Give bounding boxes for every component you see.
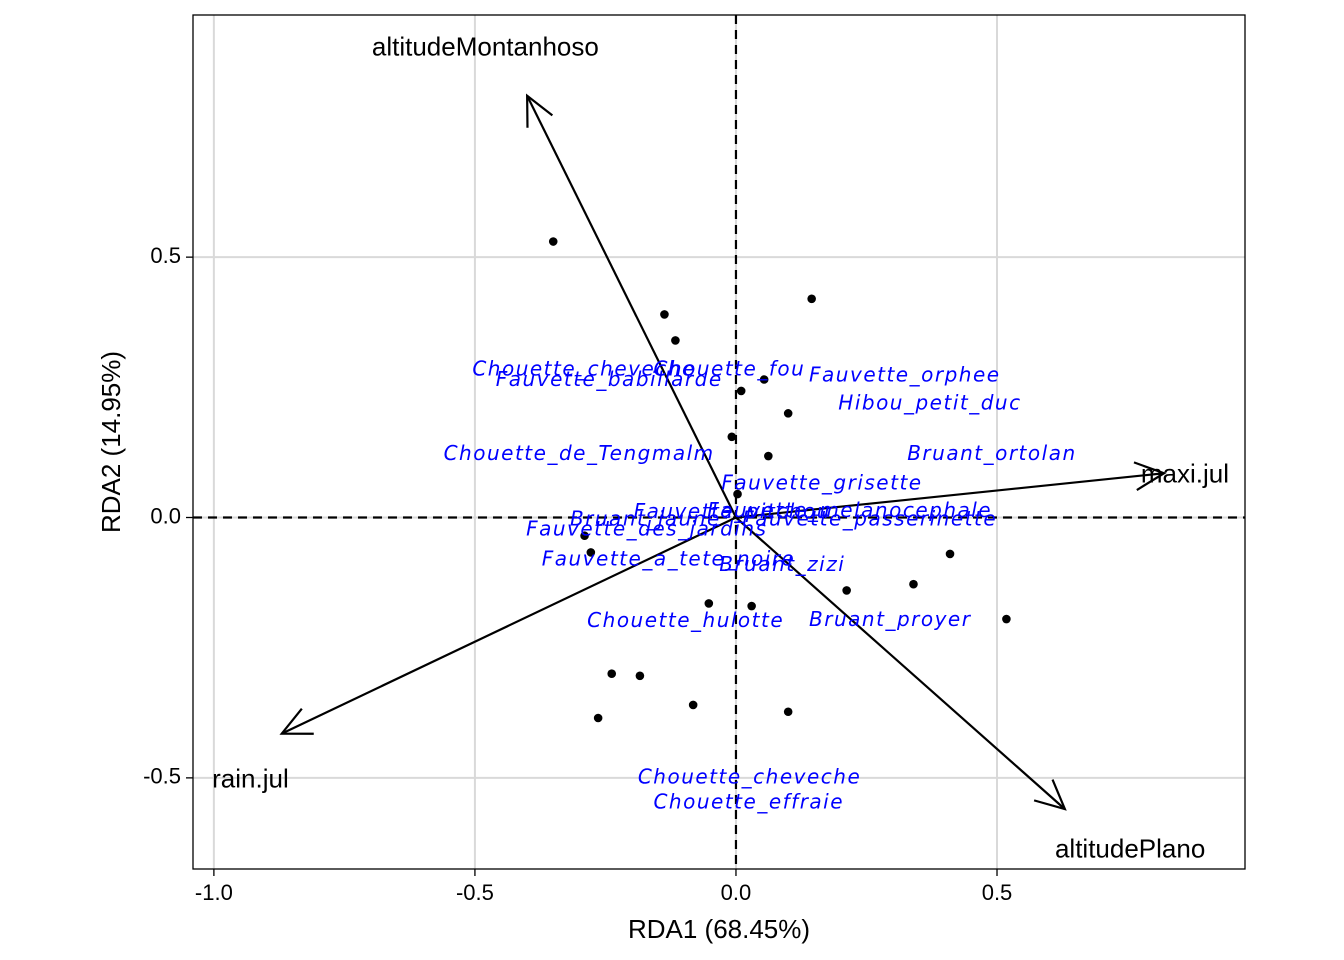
- species-label: Bruant_ortolan: [907, 441, 1076, 465]
- species-label: Fauvette_babillarde: [496, 367, 723, 391]
- species-label: Chouette_fou: [653, 357, 805, 381]
- species-label: Bruant_zizi: [719, 552, 845, 576]
- site-point: [607, 669, 617, 679]
- panel-background: [193, 15, 1245, 869]
- site-point: [1002, 614, 1011, 624]
- site-point: [548, 237, 558, 246]
- species-label: Fauvette_grisette: [721, 471, 922, 495]
- species-labels: Chouette_chevecheChouette_fouFauvette_ba…: [444, 357, 1076, 814]
- arrow-head: [279, 707, 314, 735]
- site-point: [747, 601, 756, 611]
- arrow-head: [526, 93, 554, 128]
- species-label: Fauvette_pitchou: [634, 499, 831, 523]
- site-point: [842, 586, 851, 595]
- species-label: Fauvette_des_jardins: [526, 517, 767, 541]
- y-axis-ticks: -0.5 0.0 0.5: [143, 243, 193, 789]
- species-label: Fauvette_melanocephale: [707, 498, 992, 522]
- panel-border: [192, 14, 1246, 870]
- species-label: Chouette_effraie: [653, 789, 844, 813]
- arrow-shaft: [526, 95, 737, 518]
- site-point: [945, 549, 955, 559]
- site-point: [783, 707, 793, 717]
- species-label: Chouette_de_Tengmalm: [444, 441, 715, 465]
- arrow-head: [1133, 461, 1167, 491]
- x-axis-ticks: -1.0 -0.5 0.0 0.5: [195, 869, 1012, 905]
- arrow-shaft: [735, 516, 1066, 810]
- site-point: [704, 599, 714, 608]
- species-label: Fauvette_orphee: [809, 362, 1001, 386]
- site-point: [688, 700, 698, 710]
- site-point: [783, 409, 793, 418]
- species-label: Chouette_hulotte: [587, 608, 784, 632]
- site-point: [635, 671, 645, 681]
- site-point: [807, 294, 816, 304]
- site-point: [671, 336, 680, 345]
- site-point: [660, 310, 669, 319]
- x-tick-label: 0.5: [982, 880, 1013, 905]
- biplot-arrows: altitudeMontanhoso maxi.jul rain.jul altitu…: [212, 32, 1229, 864]
- x-axis-title: RDA1 (68.45%): [628, 914, 810, 944]
- arrow-altitudeMontanhoso: altitudeMontanhoso: [372, 32, 737, 518]
- y-tick-label: -0.5: [143, 764, 181, 789]
- arrow-label: rain.jul: [212, 763, 289, 793]
- arrow-maxi.jul: maxi.jul: [735, 459, 1229, 519]
- species-label: Chouette_cheveche: [638, 764, 861, 788]
- species-label: Fauvette_passerinette: [742, 507, 997, 531]
- zero-reference-lines: [193, 15, 1245, 869]
- site-point: [580, 531, 589, 541]
- x-tick-label: 0.0: [721, 880, 752, 905]
- site-point: [764, 451, 773, 461]
- x-tick-label: -0.5: [456, 880, 494, 905]
- species-label: Bruant_jaune: [570, 507, 721, 531]
- y-tick-label: 0.5: [150, 243, 181, 268]
- arrow-label: maxi.jul: [1141, 459, 1229, 489]
- site-points: [548, 237, 1011, 723]
- arrow-shaft: [735, 472, 1165, 519]
- site-point: [586, 548, 596, 557]
- arrow-label: altitudeMontanhoso: [372, 32, 599, 62]
- site-point: [759, 375, 769, 384]
- arrow-altitudePlano: altitudePlano: [735, 516, 1205, 864]
- site-point: [727, 432, 737, 442]
- y-tick-label: 0.0: [150, 503, 181, 528]
- site-point: [733, 489, 742, 499]
- arrow-shaft: [281, 516, 737, 735]
- x-tick-label: -1.0: [195, 880, 233, 905]
- arrow-label: altitudePlano: [1055, 834, 1205, 864]
- species-label: Fauvette_a_tete_noire: [542, 547, 796, 571]
- site-point: [593, 713, 603, 723]
- site-point: [909, 579, 918, 589]
- species-label: Chouette_cheveche: [472, 357, 695, 381]
- y-axis-title: RDA2 (14.95%): [96, 351, 126, 533]
- species-label: Hibou_petit_duc: [838, 390, 1021, 414]
- species-label: Bruant_proyer: [809, 607, 972, 631]
- arrow-head: [1033, 779, 1067, 811]
- site-point: [736, 386, 746, 396]
- arrow-rain.jul: rain.jul: [212, 516, 737, 793]
